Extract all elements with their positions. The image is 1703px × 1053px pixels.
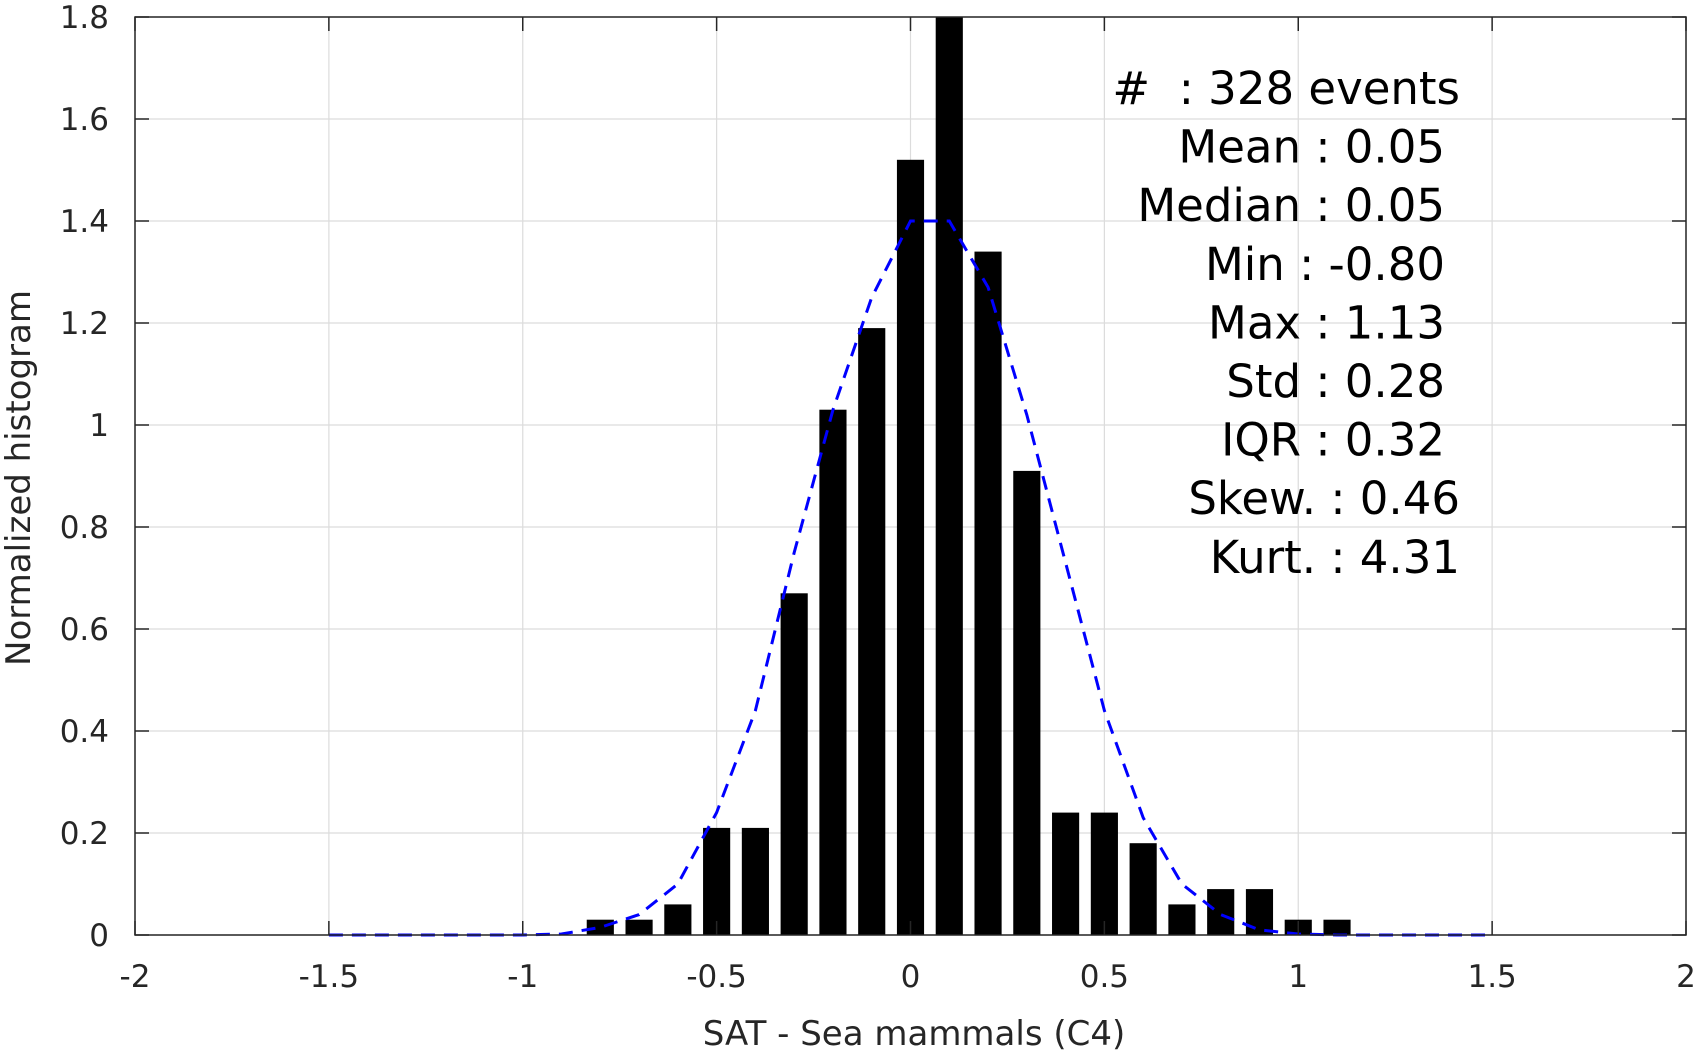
stat-line: # : 328 events: [1112, 62, 1460, 115]
stat-line: Mean : 0.05: [1178, 121, 1445, 174]
histogram-bar: [1245, 889, 1274, 935]
y-tick-label: 1.4: [60, 204, 109, 240]
stat-line: Std : 0.28: [1226, 355, 1445, 408]
histogram-bar: [664, 904, 692, 935]
x-tick-label: 0.5: [1080, 959, 1129, 995]
histogram-bar: [974, 251, 1002, 936]
stat-line: Skew. : 0.46: [1188, 472, 1460, 525]
stat-line: IQR : 0.32: [1221, 414, 1445, 467]
y-tick-labels: 0 0.2 0.4 0.6 0.8 1 1.2 1.4 1.6 1.8: [60, 0, 109, 954]
histogram-bar: [1168, 904, 1196, 935]
histogram-bar: [858, 328, 886, 936]
stat-line: Kurt. : 4.31: [1210, 531, 1460, 584]
x-tick-label: 1.5: [1467, 959, 1516, 995]
x-tick-label: 0: [901, 959, 921, 995]
y-tick-label: 0.6: [60, 612, 109, 648]
histogram-bar: [896, 159, 925, 936]
stat-line: Median : 0.05: [1137, 179, 1445, 232]
axes: [134, 16, 1687, 936]
x-tick-label: -2: [120, 959, 151, 995]
histogram-bar: [1207, 889, 1235, 935]
y-axis-label: Normalized histogram: [0, 290, 39, 666]
y-tick-label: 1.8: [60, 0, 109, 36]
y-tick-label: 0.2: [60, 816, 109, 852]
histogram-bar: [819, 409, 847, 935]
x-tick-label: -1: [507, 959, 538, 995]
stat-line: Min : -0.80: [1205, 238, 1445, 291]
histogram-bar: [586, 919, 614, 935]
histogram-bar: [741, 827, 769, 935]
histogram-bar: [1129, 843, 1157, 935]
histogram-bar: [703, 827, 731, 935]
histogram-bar: [625, 919, 653, 935]
y-tick-label: 0.8: [60, 510, 109, 546]
histogram-bar: [1323, 919, 1351, 935]
y-tick-label: 0.4: [60, 714, 109, 750]
x-tick-label: 2: [1676, 959, 1696, 995]
histogram-bar: [780, 593, 808, 935]
histogram-bar: [1013, 470, 1041, 935]
y-tick-label: 1: [89, 408, 109, 444]
histogram-bar: [935, 17, 963, 935]
x-tick-labels: -2 -1.5 -1 -0.5 0 0.5 1 1.5 2: [120, 959, 1696, 995]
y-tick-label: 1.6: [60, 102, 109, 138]
histogram-bars: [586, 17, 1351, 936]
x-tick-label: 1: [1288, 959, 1308, 995]
x-tick-label: -1.5: [299, 959, 360, 995]
histogram-bar: [1090, 812, 1118, 935]
x-tick-label: -0.5: [686, 959, 747, 995]
y-tick-label: 1.2: [60, 306, 109, 342]
stat-line: Max : 1.13: [1208, 296, 1445, 349]
y-tick-label: 0: [89, 918, 109, 954]
x-axis-label: SAT - Sea mammals (C4): [703, 1014, 1126, 1053]
histogram-bar: [1052, 812, 1080, 935]
